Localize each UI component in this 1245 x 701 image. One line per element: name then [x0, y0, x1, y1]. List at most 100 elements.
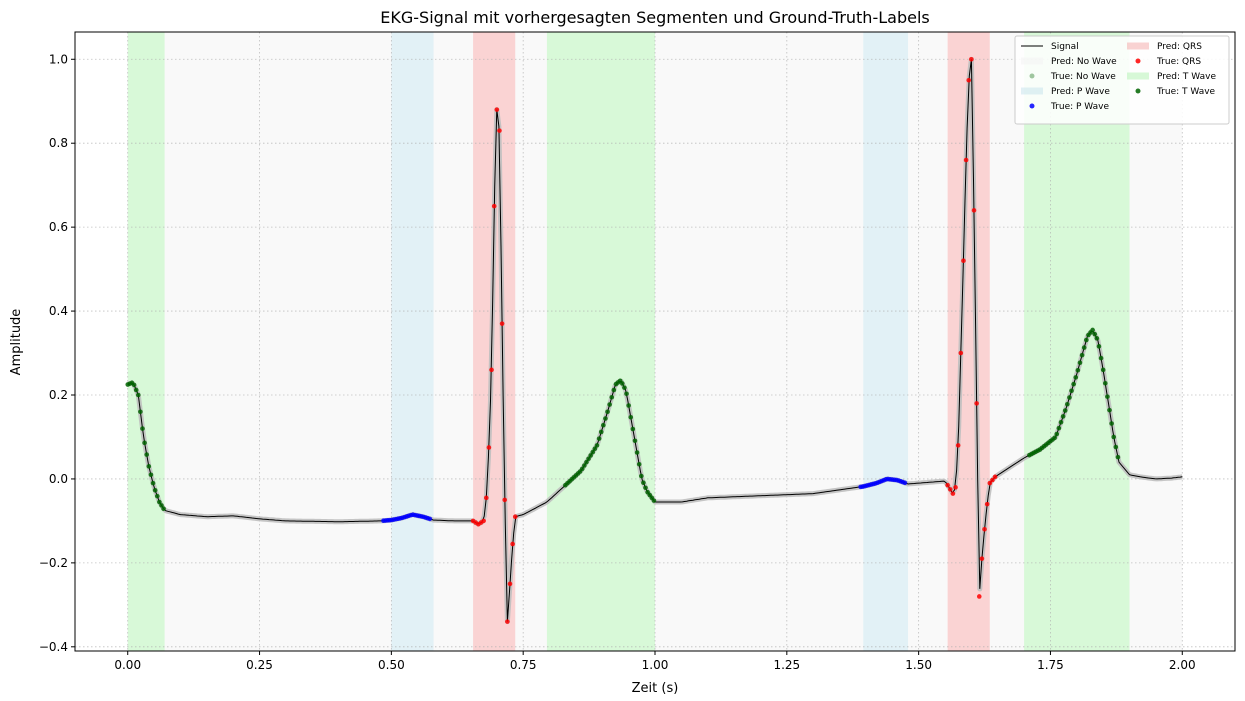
true-t-wave-point-3-33	[632, 438, 638, 444]
predicted-segment-0	[127, 32, 165, 651]
true-t-wave-point-3-14	[592, 446, 598, 452]
true-t-wave-point-3-34	[634, 450, 640, 455]
x-tick-label-2: 0.50	[378, 658, 405, 672]
true-t-wave-point-0-13	[152, 487, 158, 493]
true-t-wave-point-6-25	[1079, 352, 1085, 358]
true-t-wave-point-3-11	[586, 456, 591, 462]
true-qrs-point-5-2	[950, 491, 956, 496]
true-t-wave-point-6-23	[1075, 367, 1081, 373]
legend-label-7: Pred: T Wave	[1157, 72, 1216, 82]
predicted-segment-13	[1129, 32, 1183, 651]
true-t-wave-point-6-42	[1115, 454, 1121, 460]
true-t-wave-point-6-13	[1054, 431, 1060, 437]
legend-marker-5	[1127, 42, 1149, 50]
true-qrs-point-2-7	[489, 367, 494, 373]
x-tick-label-7: 1.75	[1037, 658, 1064, 672]
predicted-segment-3	[433, 32, 474, 651]
true-qrs-point-5-15	[984, 501, 990, 507]
true-t-wave-point-6-36	[1102, 380, 1108, 386]
y-tick-label-4: 0.4	[49, 304, 68, 318]
true-t-wave-point-6-21	[1071, 381, 1076, 387]
true-t-wave-point-3-18	[601, 422, 606, 428]
true-t-wave-point-0-12	[150, 480, 156, 486]
x-tick-label-8: 2.00	[1169, 658, 1196, 672]
true-qrs-point-5-12	[976, 594, 982, 599]
true-t-wave-point-6-18	[1065, 401, 1070, 407]
true-qrs-point-5-18	[992, 474, 998, 480]
predicted-segment-7	[655, 32, 864, 651]
true-t-wave-point-3-42	[651, 498, 657, 503]
true-qrs-point-2-8	[491, 203, 497, 209]
true-t-wave-point-6-16	[1060, 414, 1066, 419]
predicted-segment-2	[391, 32, 434, 651]
y-tick-label-6: 0.8	[49, 136, 68, 150]
true-t-wave-point-6-39	[1109, 421, 1114, 426]
true-t-wave-point-0-4	[133, 387, 139, 393]
true-qrs-point-5-1	[947, 487, 953, 492]
true-t-wave-point-6-32	[1094, 336, 1100, 341]
y-tick-label-5: 0.6	[49, 220, 68, 234]
true-t-wave-point-3-19	[603, 416, 608, 421]
y-tick-label-3: 0.2	[49, 388, 68, 402]
true-t-wave-point-0-3	[131, 382, 137, 388]
true-qrs-point-2-14	[507, 581, 513, 587]
true-t-wave-point-6-24	[1077, 360, 1083, 365]
legend-label-0: Signal	[1051, 42, 1079, 52]
true-t-wave-point-0-10	[146, 464, 152, 469]
predicted-segment-9	[908, 32, 948, 651]
legend-label-2: True: No Wave	[1050, 72, 1116, 82]
true-t-wave-point-3-13	[590, 449, 596, 455]
true-qrs-point-5-16	[987, 480, 993, 486]
chart-title: EKG-Signal mit vorhergesagten Segmenten …	[380, 8, 929, 27]
y-tick-label-7: 1.0	[49, 52, 68, 66]
true-t-wave-point-3-12	[588, 453, 593, 458]
true-t-wave-point-6-33	[1096, 344, 1102, 349]
x-tick-label-4: 1.00	[642, 658, 669, 672]
legend: Signal Pred: No Wave True: No Wave Pred: P …	[1014, 35, 1230, 125]
true-qrs-point-5-11	[974, 401, 979, 406]
y-axis: −0.4 −0.2 0.0 0.2 0.4 0.6 0.8 1.0	[39, 52, 75, 654]
true-t-wave-point-0-8	[142, 440, 147, 446]
true-qrs-point-2-9	[494, 107, 500, 112]
true-qrs-point-5-5	[958, 350, 964, 356]
y-tick-label-2: 0.0	[49, 472, 68, 486]
plot-area	[74, 31, 1236, 652]
x-axis: 0.00 0.25 0.50 0.75 1.00 1.25 1.50 1.75 2.00	[114, 651, 1196, 672]
x-axis-label: Zeit (s)	[632, 681, 679, 696]
true-t-wave-point-3-17	[598, 429, 604, 435]
x-tick-label-5: 1.25	[773, 658, 800, 672]
legend-label-6: True: QRS	[1156, 57, 1201, 67]
true-p-wave-point-4-21	[902, 480, 908, 486]
legend-marker-2	[1029, 73, 1035, 79]
predicted-segment-5	[515, 32, 547, 651]
true-t-wave-point-3-28	[622, 385, 627, 390]
true-t-wave-point-3-9	[582, 463, 587, 468]
true-qrs-point-5-3	[953, 485, 958, 490]
predicted-segment-8	[863, 32, 909, 651]
predicted-segment-1	[164, 32, 392, 651]
legend-box	[1014, 35, 1230, 125]
true-t-wave-point-3-35	[636, 461, 642, 467]
true-t-wave-point-3-29	[624, 391, 629, 397]
true-t-wave-point-6-20	[1069, 388, 1074, 394]
legend-marker-1	[1021, 57, 1043, 65]
true-t-wave-point-6-31	[1092, 331, 1098, 337]
true-t-wave-point-6-37	[1105, 394, 1110, 399]
true-t-wave-point-0-7	[140, 426, 145, 431]
true-qrs-point-5-17	[990, 477, 995, 483]
true-t-wave-point-6-40	[1111, 434, 1117, 440]
true-t-wave-point-3-31	[628, 414, 634, 420]
true-t-wave-point-0-15	[157, 499, 162, 505]
true-t-wave-point-3-38	[643, 485, 648, 491]
legend-marker-6	[1135, 58, 1141, 64]
true-t-wave-point-3-21	[607, 402, 612, 407]
true-qrs-point-5-14	[982, 526, 987, 532]
true-qrs-point-5-6	[961, 258, 966, 264]
true-qrs-point-5-8	[966, 77, 972, 83]
true-t-wave-point-0-14	[154, 493, 160, 499]
y-axis-label: Amplitude	[9, 309, 24, 376]
legend-label-3: Pred: P Wave	[1051, 87, 1110, 97]
true-qrs-point-2-12	[502, 497, 508, 503]
true-qrs-point-2-5	[483, 495, 489, 501]
